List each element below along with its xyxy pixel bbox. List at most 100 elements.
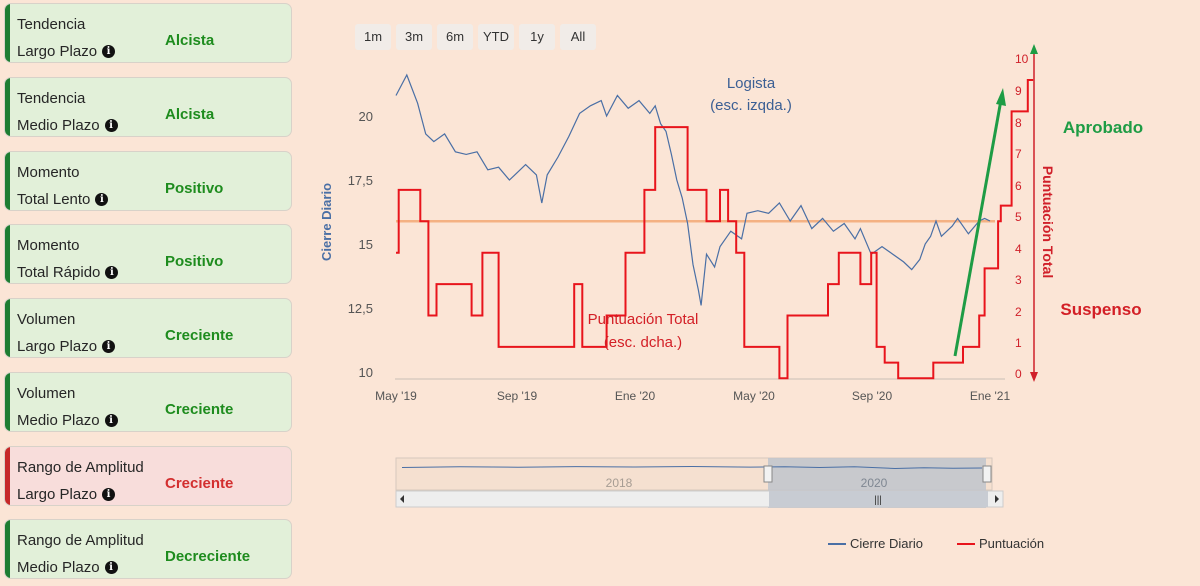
- ytick-right: 5: [1015, 210, 1022, 224]
- indicator-subtitle: Total Lento i: [17, 191, 109, 208]
- ytick-right: 7: [1015, 147, 1022, 161]
- range-button-1y[interactable]: 1y: [519, 24, 555, 50]
- indicator-value: Creciente: [165, 327, 234, 344]
- ytick-right: 8: [1015, 116, 1022, 130]
- ytick-right: 3: [1015, 273, 1022, 287]
- legend-price-label[interactable]: Cierre Diario: [850, 536, 923, 551]
- range-button-3m[interactable]: 3m: [396, 24, 432, 50]
- approved-label: Aprobado: [1063, 118, 1143, 137]
- indicator-subtitle: Largo Plazo i: [17, 338, 116, 355]
- indicator-subtitle: Largo Plazo i: [17, 43, 116, 60]
- indicator-title: Tendencia: [17, 16, 86, 33]
- scroll-left-icon[interactable]: [400, 495, 404, 503]
- indicator-subtitle: Total Rápido i: [17, 264, 119, 281]
- indicator-sidebar: Tendencia Largo Plazo i Alcista Tendencia Me…: [0, 0, 300, 586]
- indicator-value: Decreciente: [165, 548, 251, 565]
- ytick-right: 1: [1015, 336, 1022, 350]
- status-bar: [5, 4, 10, 62]
- right-axis-arrow-up: [1030, 44, 1038, 54]
- indicator-subtitle: Medio Plazo i: [17, 559, 118, 576]
- indicator-subtitle-text: Medio Plazo: [17, 412, 100, 429]
- range-button-ytd[interactable]: YTD: [478, 24, 514, 50]
- range-button-6m[interactable]: 6m: [437, 24, 473, 50]
- ytick-left: 20: [359, 109, 373, 124]
- range-button-all[interactable]: All: [560, 24, 596, 50]
- ylabel-right: Puntuación Total: [1040, 166, 1056, 279]
- right-axis-arrow-down: [1030, 372, 1038, 382]
- trend-arrow-head: [996, 88, 1006, 106]
- info-icon[interactable]: i: [104, 414, 118, 427]
- indicator-title: Momento: [17, 164, 80, 181]
- info-icon[interactable]: i: [102, 340, 116, 353]
- indicator-title: Volumen: [17, 311, 76, 328]
- indicator-value: Alcista: [165, 32, 215, 49]
- indicator-subtitle-text: Total Lento: [17, 191, 91, 208]
- indicator-card: Rango de Amplitud Medio Plazo i Decreciente: [4, 519, 292, 579]
- ytick-right: 4: [1015, 242, 1022, 256]
- score-annotation: (esc. dcha.): [604, 334, 682, 351]
- scroll-right-icon[interactable]: [995, 495, 999, 503]
- indicator-title: Rango de Amplitud: [17, 459, 144, 476]
- ytick-left: 12,5: [348, 301, 373, 316]
- indicator-subtitle: Medio Plazo i: [17, 412, 118, 429]
- ytick-right: 2: [1015, 305, 1022, 319]
- info-icon[interactable]: i: [102, 488, 116, 501]
- ytick-right: 6: [1015, 179, 1022, 193]
- ylabel-left: Cierre Diario: [319, 183, 334, 261]
- indicator-subtitle: Largo Plazo i: [17, 486, 116, 503]
- indicator-card: Volumen Largo Plazo i Creciente: [4, 298, 292, 358]
- info-icon[interactable]: i: [102, 45, 116, 58]
- xtick-label: May '19: [375, 389, 417, 403]
- info-icon[interactable]: i: [95, 193, 109, 206]
- xtick-label: May '20: [733, 389, 775, 403]
- indicator-card: Tendencia Medio Plazo i Alcista: [4, 77, 292, 137]
- price-series-line: [395, 73, 991, 306]
- indicator-value: Positivo: [165, 180, 224, 197]
- failed-label: Suspenso: [1060, 300, 1141, 319]
- status-bar: [5, 299, 10, 357]
- indicator-subtitle-text: Medio Plazo: [17, 559, 100, 576]
- indicator-subtitle-text: Largo Plazo: [17, 486, 98, 503]
- navigator-handle-right[interactable]: [982, 465, 992, 483]
- info-icon[interactable]: i: [104, 561, 118, 574]
- indicator-subtitle-text: Largo Plazo: [17, 43, 98, 60]
- indicator-card: Momento Total Lento i Positivo: [4, 151, 292, 211]
- status-bar: [5, 447, 10, 505]
- legend-score-label[interactable]: Puntuación: [979, 536, 1044, 551]
- info-icon[interactable]: i: [105, 266, 119, 279]
- ytick-left: 15: [359, 237, 373, 252]
- price-annotation: Logista: [727, 75, 776, 92]
- navigator-handle-left[interactable]: [763, 465, 773, 483]
- xtick-label: Sep '20: [852, 389, 893, 403]
- score-annotation: Puntuación Total: [588, 311, 699, 328]
- range-button-1m[interactable]: 1m: [355, 24, 391, 50]
- navigator-year-label: 2018: [606, 476, 633, 490]
- indicator-title: Rango de Amplitud: [17, 532, 144, 549]
- indicator-title: Momento: [17, 237, 80, 254]
- xtick-label: Sep '19: [497, 389, 538, 403]
- indicator-value: Alcista: [165, 106, 215, 123]
- ytick-left: 17,5: [348, 173, 373, 188]
- indicator-subtitle: Medio Plazo i: [17, 117, 118, 134]
- scrollbar-grip-icon: |||: [874, 495, 882, 506]
- indicator-title: Volumen: [17, 385, 76, 402]
- price-annotation: (esc. izqda.): [710, 97, 792, 114]
- status-bar: [5, 520, 10, 578]
- indicator-value: Creciente: [165, 475, 234, 492]
- indicator-card: Volumen Medio Plazo i Creciente: [4, 372, 292, 432]
- indicator-subtitle-text: Medio Plazo: [17, 117, 100, 134]
- status-bar: [5, 225, 10, 283]
- ytick-right: 9: [1015, 84, 1022, 98]
- trend-arrow: [953, 99, 1003, 357]
- navigator-scrollbar-thumb[interactable]: [769, 491, 988, 507]
- indicator-subtitle-text: Total Rápido: [17, 264, 101, 281]
- indicator-card: Momento Total Rápido i Positivo: [4, 224, 292, 284]
- xtick-label: Ene '21: [970, 389, 1011, 403]
- status-bar: [5, 152, 10, 210]
- navigator-year-label: 2020: [861, 476, 888, 490]
- indicator-subtitle-text: Largo Plazo: [17, 338, 98, 355]
- ytick-right: 10: [1015, 52, 1029, 66]
- indicator-value: Positivo: [165, 253, 224, 270]
- info-icon[interactable]: i: [104, 119, 118, 132]
